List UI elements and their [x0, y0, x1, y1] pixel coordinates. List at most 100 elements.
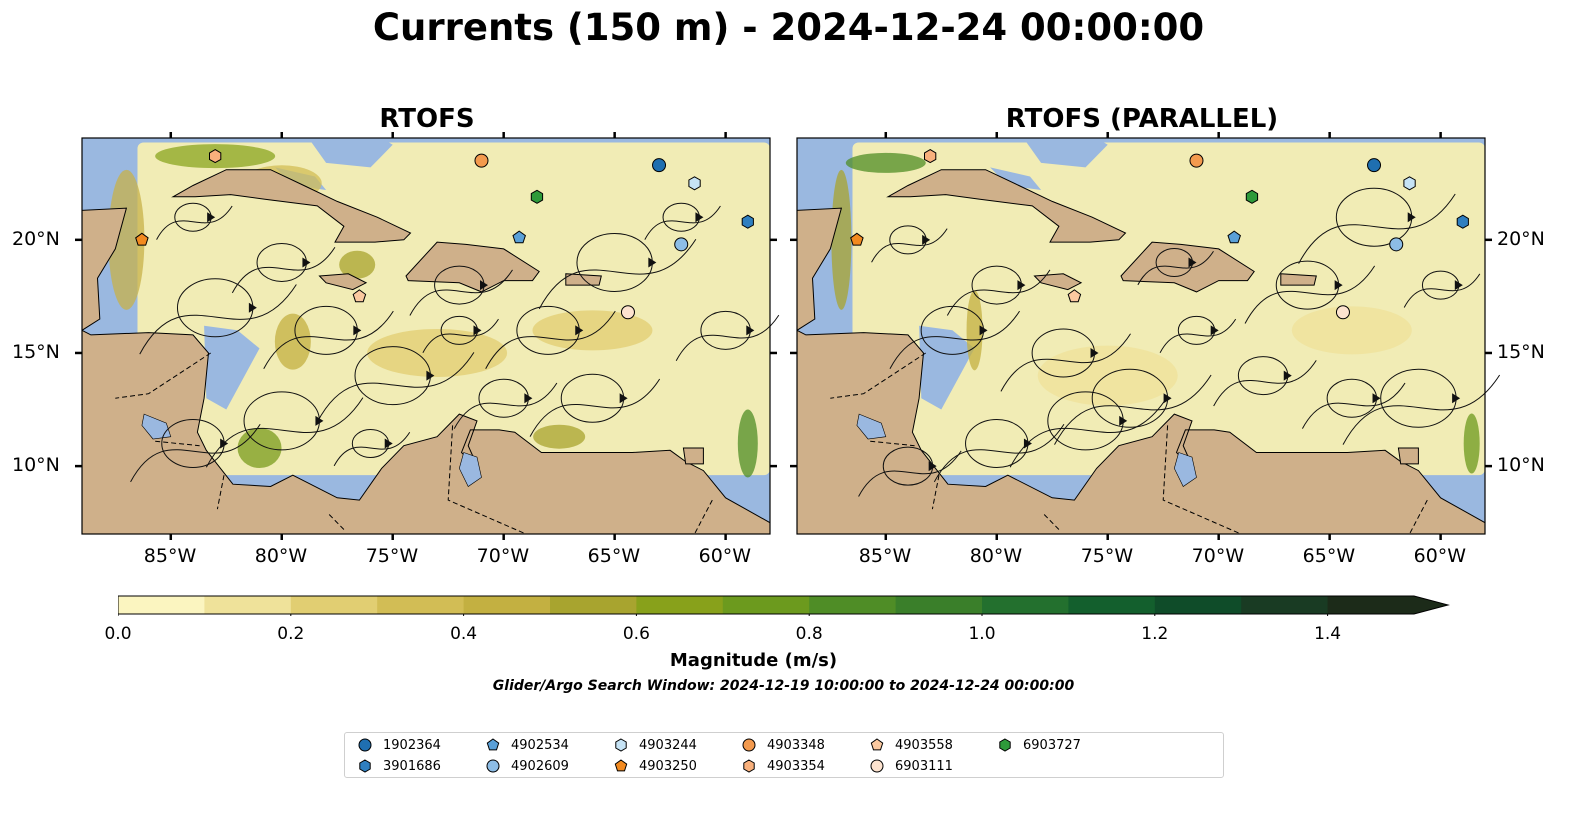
legend-item-4902534: 4902534 — [485, 735, 569, 755]
circle-marker-icon — [486, 759, 500, 773]
map-panel-rtofs-parallel[interactable] — [790, 132, 1501, 540]
platform-marker-1902364[interactable] — [652, 158, 667, 173]
legend-label: 6903111 — [895, 758, 953, 774]
colorbar-segment — [1241, 596, 1329, 614]
lat-tick-label: 15°N — [1497, 340, 1545, 363]
colorbar-segment — [895, 596, 983, 614]
platform-marker-4903244[interactable] — [1403, 176, 1416, 191]
platform-marker-4903558[interactable] — [352, 289, 367, 303]
platform-marker-6903727[interactable] — [1245, 189, 1259, 204]
legend-label: 4903348 — [767, 737, 825, 753]
colorbar-segment — [204, 596, 292, 614]
colorbar-tick-label: 0.8 — [795, 624, 823, 644]
colorbar-tick-label: 1.4 — [1314, 624, 1342, 644]
colorbar-segment — [1068, 596, 1156, 614]
legend-item-6903111: 6903111 — [869, 756, 953, 776]
platform-marker-6903111[interactable] — [1335, 305, 1350, 320]
hexagon-marker-icon — [615, 738, 627, 752]
colorbar-segment — [982, 596, 1069, 614]
platform-marker-6903727[interactable] — [530, 189, 544, 204]
legend-item-4902609: 4902609 — [485, 756, 569, 776]
colorbar-title: Magnitude (m/s) — [669, 650, 838, 671]
colorbar-tick-label: 0.2 — [277, 624, 305, 644]
legend-label: 4903558 — [895, 737, 953, 753]
colorbar-tick-label: 0.4 — [450, 624, 478, 644]
search-window-note: Glider/Argo Search Window: 2024-12-19 10… — [492, 678, 1075, 694]
hexagon-marker-icon — [999, 738, 1011, 752]
colorbar-segment — [809, 596, 897, 614]
circle-marker-icon — [358, 738, 372, 752]
hexagon-marker-icon — [743, 759, 755, 773]
legend-label: 4903244 — [639, 737, 697, 753]
colorbar-segment — [1327, 596, 1415, 614]
platform-marker-4902534[interactable] — [512, 230, 526, 244]
pentagon-marker-icon — [870, 738, 884, 751]
colorbar-segment — [722, 596, 810, 614]
lat-tick-label: 10°N — [12, 454, 60, 477]
colorbar — [118, 595, 1450, 616]
legend-label: 4903250 — [639, 758, 697, 774]
platform-legend: 1902364 3901686 4902534 4902609 4903244 49032… — [344, 732, 1224, 778]
legend-item-3901686: 3901686 — [357, 756, 441, 776]
lon-tick-label: 80°W — [969, 545, 1023, 567]
hexagon-marker-icon — [359, 759, 371, 773]
legend-label: 4903354 — [767, 758, 825, 774]
legend-label: 1902364 — [383, 737, 441, 753]
lon-tick-label: 70°W — [476, 545, 530, 567]
lon-tick-label: 80°W — [254, 545, 308, 567]
platform-marker-1902364[interactable] — [1367, 158, 1382, 173]
colorbar-segment — [118, 596, 205, 614]
platform-marker-4903250[interactable] — [850, 232, 864, 246]
colorbar-segment — [463, 596, 551, 614]
lon-tick-label: 65°W — [1302, 545, 1356, 567]
colorbar-tick-label: 1.2 — [1141, 624, 1169, 644]
legend-item-4903244: 4903244 — [613, 735, 697, 755]
lon-tick-label: 60°W — [1413, 545, 1467, 567]
pentagon-marker-icon — [486, 738, 500, 751]
platform-marker-4902609[interactable] — [1389, 237, 1404, 252]
colorbar-segment — [1154, 596, 1242, 614]
pentagon-marker-icon — [614, 759, 628, 772]
lat-tick-label: 10°N — [1497, 454, 1545, 477]
colorbar-segment — [636, 596, 724, 614]
legend-label: 4902609 — [511, 758, 569, 774]
legend-label: 4902534 — [511, 737, 569, 753]
lon-tick-label: 70°W — [1191, 545, 1245, 567]
panel-title-rtofs: RTOFS — [379, 104, 475, 134]
colorbar-segment — [290, 596, 378, 614]
platform-marker-4903348[interactable] — [474, 153, 489, 168]
figure-title: Currents (150 m) - 2024-12-24 00:00:00 — [372, 6, 1205, 49]
circle-marker-icon — [870, 759, 884, 773]
colorbar-segment — [377, 596, 465, 614]
platform-marker-4903244[interactable] — [688, 176, 701, 191]
legend-item-1902364: 1902364 — [357, 735, 441, 755]
platform-marker-4902609[interactable] — [674, 237, 689, 252]
lon-tick-label: 75°W — [365, 545, 419, 567]
lon-tick-label: 85°W — [143, 545, 197, 567]
circle-marker-icon — [742, 738, 756, 752]
legend-item-4903348: 4903348 — [741, 735, 825, 755]
colorbar-segment — [550, 596, 637, 614]
legend-item-4903250: 4903250 — [613, 756, 697, 776]
platform-marker-4903354[interactable] — [924, 149, 937, 164]
lon-tick-label: 75°W — [1080, 545, 1134, 567]
legend-label: 3901686 — [383, 758, 441, 774]
lon-tick-label: 85°W — [858, 545, 912, 567]
platform-marker-3901686[interactable] — [1456, 214, 1469, 229]
legend-item-4903558: 4903558 — [869, 735, 953, 755]
colorbar-tick-label: 1.0 — [968, 624, 996, 644]
legend-item-4903354: 4903354 — [741, 756, 825, 776]
platform-marker-4902534[interactable] — [1227, 230, 1241, 244]
platform-marker-4903348[interactable] — [1189, 153, 1204, 168]
platform-marker-3901686[interactable] — [741, 214, 754, 229]
platform-marker-4903250[interactable] — [135, 232, 149, 246]
platform-marker-4903354[interactable] — [209, 149, 222, 164]
lat-tick-label: 20°N — [1497, 227, 1545, 250]
platform-marker-6903111[interactable] — [620, 305, 635, 320]
lat-tick-label: 15°N — [12, 340, 60, 363]
map-panel-rtofs[interactable] — [75, 132, 780, 540]
lon-tick-label: 65°W — [587, 545, 641, 567]
platform-marker-4903558[interactable] — [1067, 289, 1082, 303]
lat-tick-label: 20°N — [12, 227, 60, 250]
colorbar-tick-label: 0.0 — [104, 624, 132, 644]
